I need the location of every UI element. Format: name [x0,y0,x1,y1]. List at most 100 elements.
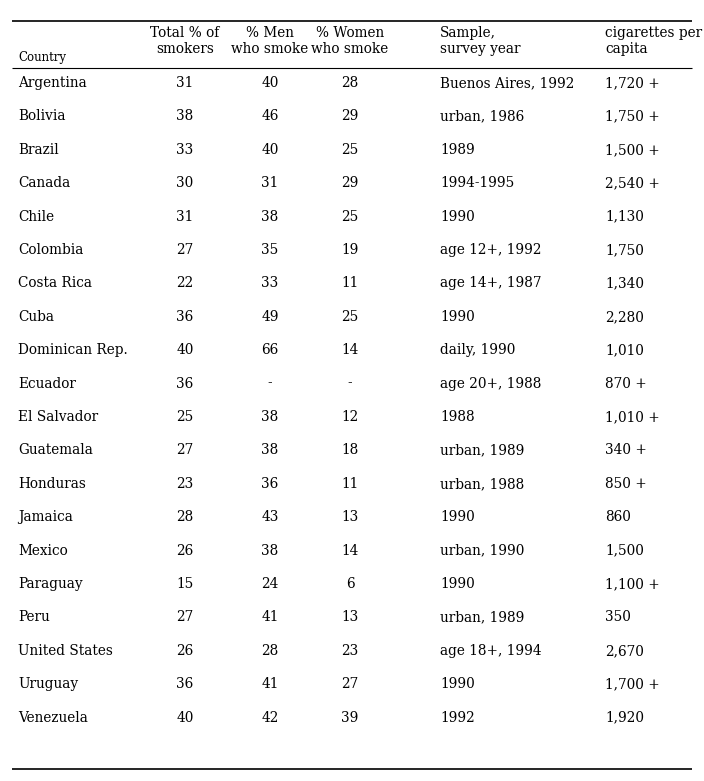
Text: 1990: 1990 [440,209,474,223]
Text: 19: 19 [341,243,358,257]
Text: 860: 860 [605,510,631,524]
Text: 870 +: 870 + [605,376,647,390]
Text: 29: 29 [341,177,358,191]
Text: 25: 25 [177,410,194,424]
Text: % Women
who smoke: % Women who smoke [311,26,389,56]
Text: Buenos Aires, 1992: Buenos Aires, 1992 [440,76,574,90]
Text: 2,280: 2,280 [605,310,644,324]
Text: 1990: 1990 [440,677,474,691]
Text: 40: 40 [176,343,194,357]
Text: age 18+, 1994: age 18+, 1994 [440,644,541,658]
Text: 1,750 +: 1,750 + [605,109,660,123]
Text: Venezuela: Venezuela [18,711,88,725]
Text: 1988: 1988 [440,410,474,424]
Text: 1,100 +: 1,100 + [605,577,660,591]
Text: Cuba: Cuba [18,310,54,324]
Text: 33: 33 [177,143,194,157]
Text: 1,340: 1,340 [605,276,644,291]
Text: 38: 38 [261,410,279,424]
Text: El Salvador: El Salvador [18,410,98,424]
Text: daily, 1990: daily, 1990 [440,343,515,357]
Text: urban, 1989: urban, 1989 [440,444,524,458]
Text: 27: 27 [177,444,194,458]
Text: 18: 18 [341,444,358,458]
Text: 27: 27 [177,243,194,257]
Text: 6: 6 [346,577,354,591]
Text: Country: Country [18,51,66,64]
Text: 1994-1995: 1994-1995 [440,177,514,191]
Text: 2,540 +: 2,540 + [605,177,660,191]
Text: urban, 1989: urban, 1989 [440,611,524,624]
Text: Paraguay: Paraguay [18,577,82,591]
Text: 25: 25 [341,209,358,223]
Text: 38: 38 [261,544,279,558]
Text: age 14+, 1987: age 14+, 1987 [440,276,541,291]
Text: 28: 28 [177,510,194,524]
Text: 1,130: 1,130 [605,209,644,223]
Text: urban, 1986: urban, 1986 [440,109,524,123]
Text: 31: 31 [177,76,194,90]
Text: 30: 30 [177,177,194,191]
Text: Honduras: Honduras [18,476,86,490]
Text: 38: 38 [261,444,279,458]
Text: Mexico: Mexico [18,544,68,558]
Text: urban, 1988: urban, 1988 [440,476,524,490]
Text: 1,500: 1,500 [605,544,644,558]
Text: age 20+, 1988: age 20+, 1988 [440,376,541,390]
Text: 31: 31 [177,209,194,223]
Text: 27: 27 [341,677,358,691]
Text: Argentina: Argentina [18,76,87,90]
Text: 25: 25 [341,143,358,157]
Text: 31: 31 [261,177,279,191]
Text: Uruguay: Uruguay [18,677,78,691]
Text: 340 +: 340 + [605,444,647,458]
Text: 23: 23 [177,476,194,490]
Text: Chile: Chile [18,209,54,223]
Text: 38: 38 [261,209,279,223]
Text: 46: 46 [261,109,279,123]
Text: 36: 36 [177,677,194,691]
Text: 66: 66 [261,343,279,357]
Text: 14: 14 [341,343,358,357]
Text: Canada: Canada [18,177,70,191]
Text: 1,010 +: 1,010 + [605,410,660,424]
Text: Costa Rica: Costa Rica [18,276,92,291]
Text: 1,010: 1,010 [605,343,644,357]
Text: 1990: 1990 [440,510,474,524]
Text: 15: 15 [177,577,194,591]
Text: 41: 41 [261,677,279,691]
Text: 1992: 1992 [440,711,474,725]
Text: 35: 35 [261,243,279,257]
Text: 24: 24 [261,577,279,591]
Text: 26: 26 [177,644,194,658]
Text: 36: 36 [177,376,194,390]
Text: Bolivia: Bolivia [18,109,65,123]
Text: age 12+, 1992: age 12+, 1992 [440,243,541,257]
Text: Peru: Peru [18,611,50,624]
Text: urban, 1990: urban, 1990 [440,544,524,558]
Text: cigarettes per
capita: cigarettes per capita [605,26,702,56]
Text: 11: 11 [341,476,358,490]
Text: 13: 13 [341,611,358,624]
Text: 26: 26 [177,544,194,558]
Text: Jamaica: Jamaica [18,510,73,524]
Text: 42: 42 [261,711,279,725]
Text: 33: 33 [261,276,279,291]
Text: 49: 49 [261,310,279,324]
Text: -: - [348,376,352,390]
Text: Dominican Rep.: Dominican Rep. [18,343,127,357]
Text: 1989: 1989 [440,143,474,157]
Text: -: - [268,376,272,390]
Text: 22: 22 [177,276,194,291]
Text: 23: 23 [341,644,358,658]
Text: 36: 36 [177,310,194,324]
Text: 40: 40 [261,76,279,90]
Text: Ecuador: Ecuador [18,376,76,390]
Text: 12: 12 [341,410,358,424]
Text: United States: United States [18,644,113,658]
Text: 1,700 +: 1,700 + [605,677,660,691]
Text: Colombia: Colombia [18,243,83,257]
Text: Brazil: Brazil [18,143,58,157]
Text: % Men
who smoke: % Men who smoke [232,26,308,56]
Text: 28: 28 [261,644,279,658]
